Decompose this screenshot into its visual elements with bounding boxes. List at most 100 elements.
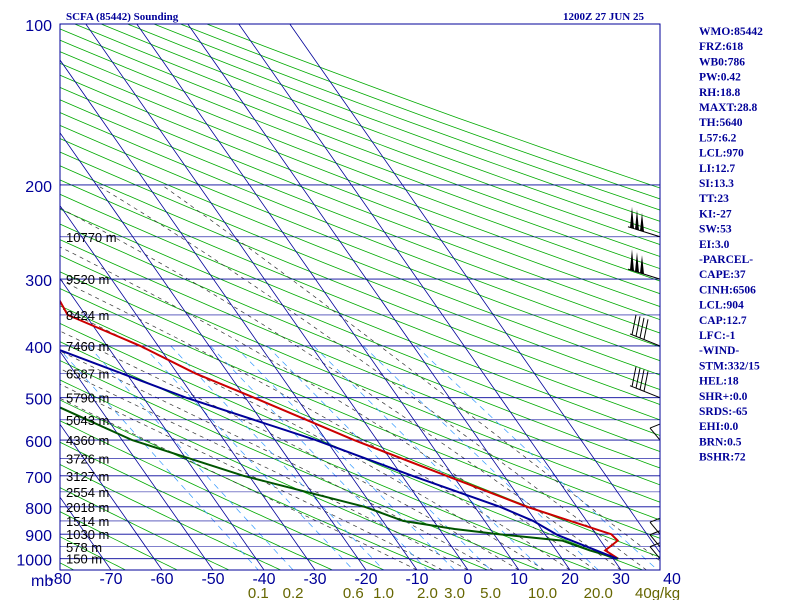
height-labels: 10770 m 9520 m 8424 m 7460 m 6587 m 5790 m 504… (66, 230, 117, 567)
pressure-tick-label: 500 (25, 392, 52, 409)
mixing-ratio-label: 3.0 (444, 585, 465, 600)
mixing-ratio-label: 40g/kg (635, 585, 680, 600)
moist-adiabat (60, 383, 443, 570)
temperature-tick-label: -10 (405, 571, 428, 588)
height-label: 2018 m (66, 500, 109, 515)
barb-shaft (629, 333, 661, 347)
height-label: 9520 m (66, 272, 109, 287)
mixing-ratio-label: 0.2 (283, 585, 304, 600)
dry-adiabat (74, 24, 660, 246)
index-line: LCL:970 (699, 148, 744, 160)
isotherm (187, 24, 571, 570)
index-line: SW:53 (699, 224, 732, 236)
temperature-tick-label: -20 (354, 571, 377, 588)
index-line: MAXT:28.8 (699, 102, 757, 114)
pressure-tick-label: 600 (25, 434, 52, 451)
dry-adiabat (60, 420, 385, 570)
dry-adiabat (60, 74, 660, 307)
barb-pennant (630, 249, 634, 272)
temperature-tick-label: -30 (303, 571, 326, 588)
temperature-tick-label: 20 (561, 571, 579, 588)
mixing-ratio-line (266, 345, 491, 570)
index-line: BSHR:72 (699, 452, 746, 464)
temperature-tick-label: -70 (99, 571, 122, 588)
index-line: L57:6.2 (699, 132, 737, 144)
temperature-line (60, 299, 620, 560)
isotherm (60, 423, 163, 570)
height-label: 150 m (66, 552, 102, 567)
mixing-ratio-label: 10.0 (528, 585, 557, 600)
index-line: TH:5640 (699, 117, 743, 129)
index-line: SRDS:-65 (699, 406, 748, 418)
mixing-ratio-line (170, 345, 384, 570)
barb-flag (649, 423, 661, 429)
dry-adiabat (60, 487, 230, 570)
index-line: EI:3.0 (699, 239, 730, 251)
mixing-ratio-line (415, 345, 658, 570)
index-line: HEL:18 (699, 376, 739, 388)
temperature-tick-label: -60 (150, 571, 173, 588)
dry-adiabat (60, 288, 660, 539)
temperature-tick-label: 10 (510, 571, 528, 588)
index-line: SI:13.3 (699, 178, 734, 190)
index-line: WMO:85442 (699, 26, 763, 38)
index-line: -PARCEL- (699, 254, 753, 266)
index-line: RH:18.8 (699, 87, 740, 99)
height-label: 10770 m (66, 230, 117, 245)
plot-background (60, 24, 660, 570)
moist-adiabat (96, 184, 647, 570)
dry-adiabat (60, 138, 660, 376)
barb-flag (631, 366, 637, 387)
height-label: 5043 m (66, 413, 109, 428)
barb-shaft (649, 427, 661, 441)
dry-adiabat (60, 255, 660, 503)
barb-flag (649, 542, 661, 548)
wind-barb (627, 249, 661, 280)
index-line: PW:0.42 (699, 72, 741, 84)
moist-adiabat (60, 350, 494, 570)
isotherm (85, 24, 469, 570)
mixing-ratio-label: 5.0 (480, 585, 501, 600)
dry-adiabat (60, 271, 660, 521)
mixing-ratio-line (313, 345, 543, 570)
dry-adiabat (60, 99, 660, 334)
isotherm (60, 59, 418, 570)
height-label: 5790 m (66, 391, 109, 406)
dry-adiabat (60, 179, 660, 421)
barb-flag (635, 316, 641, 337)
dry-adiabat (60, 441, 333, 570)
wind-barbs (627, 206, 661, 559)
mixing-ratio-label: 0.6 (343, 585, 364, 600)
pressure-tick-label: 700 (25, 470, 52, 487)
dry-adiabat (60, 39, 660, 270)
dry-adiabat (60, 51, 660, 282)
dry-adiabat (60, 193, 660, 436)
barb-flag (643, 319, 649, 340)
barb-flag (635, 368, 641, 389)
pressure-tick-label: 900 (25, 528, 52, 545)
pressure-tick-label: 1000 (16, 553, 52, 570)
dry-adiabat (60, 305, 660, 558)
barb-flag (643, 371, 649, 392)
temperature-tick-label: -50 (201, 571, 224, 588)
chart-title: SCFA (85442) Sounding (66, 11, 179, 23)
index-line: SHR+:0.0 (699, 391, 748, 403)
wind-barb (649, 517, 661, 535)
indices-panel: WMO:85442 FRZ:618 WB0:786 PW:0.42 RH:18.8 MAX… (699, 26, 763, 464)
dry-adiabat (60, 112, 660, 348)
moist-adiabat (60, 330, 520, 570)
dry-adiabat (60, 239, 660, 486)
index-line: BRN:0.5 (699, 436, 742, 448)
pressure-tick-label: 100 (25, 18, 52, 35)
barb-flag (649, 517, 661, 523)
isotherm (60, 350, 214, 570)
mixing-ratio-line (60, 349, 259, 570)
height-label: 4360 m (66, 433, 109, 448)
dry-adiabat (60, 86, 660, 321)
dry-adiabat (0, 24, 22, 570)
dry-adiabat (60, 208, 660, 452)
dry-adiabat (60, 62, 660, 295)
wind-barb (627, 206, 661, 238)
mixing-ratio-line (88, 345, 294, 570)
